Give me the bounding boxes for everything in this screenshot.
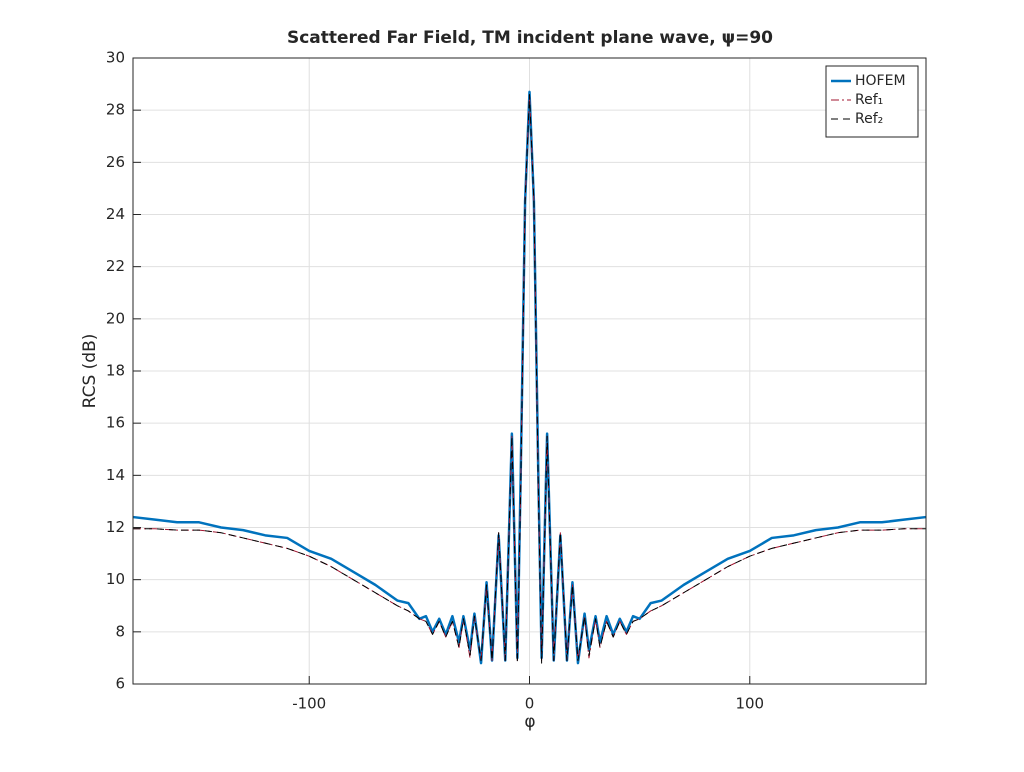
y-tick-label: 28 xyxy=(106,101,125,119)
y-tick-label: 6 xyxy=(115,675,125,693)
legend-label: Ref₁ xyxy=(855,92,883,108)
x-tick-label: 100 xyxy=(735,695,764,713)
y-tick-label: 14 xyxy=(106,466,125,484)
line-series xyxy=(132,90,927,665)
legend-box xyxy=(825,65,919,138)
y-tick-label: 26 xyxy=(106,153,125,171)
x-tick-label: -100 xyxy=(292,695,326,713)
y-tick-label: 24 xyxy=(106,205,125,223)
y-tick-label: 22 xyxy=(106,257,125,275)
legend-label: Ref₂ xyxy=(855,111,883,127)
y-tick-label: 8 xyxy=(115,622,125,640)
y-tick-label: 30 xyxy=(106,49,125,67)
y-tick-label: 20 xyxy=(106,309,125,327)
line-series xyxy=(133,94,926,664)
x-axis-label: φ xyxy=(524,712,535,732)
y-tick-label: 18 xyxy=(106,362,125,380)
y-tick-label: 16 xyxy=(106,414,125,432)
legend-label: HOFEM xyxy=(855,73,906,89)
legend: HOFEM Ref₁ Ref₂ xyxy=(825,65,919,138)
y-axis-label: RCS (dB) xyxy=(80,334,100,409)
y-tick-label: 10 xyxy=(106,570,125,588)
x-tick-label: 0 xyxy=(525,695,535,713)
axes-box xyxy=(132,57,927,685)
chart-title: Scattered Far Field, TM incident plane w… xyxy=(287,28,773,48)
y-tick-label: 12 xyxy=(106,518,125,536)
